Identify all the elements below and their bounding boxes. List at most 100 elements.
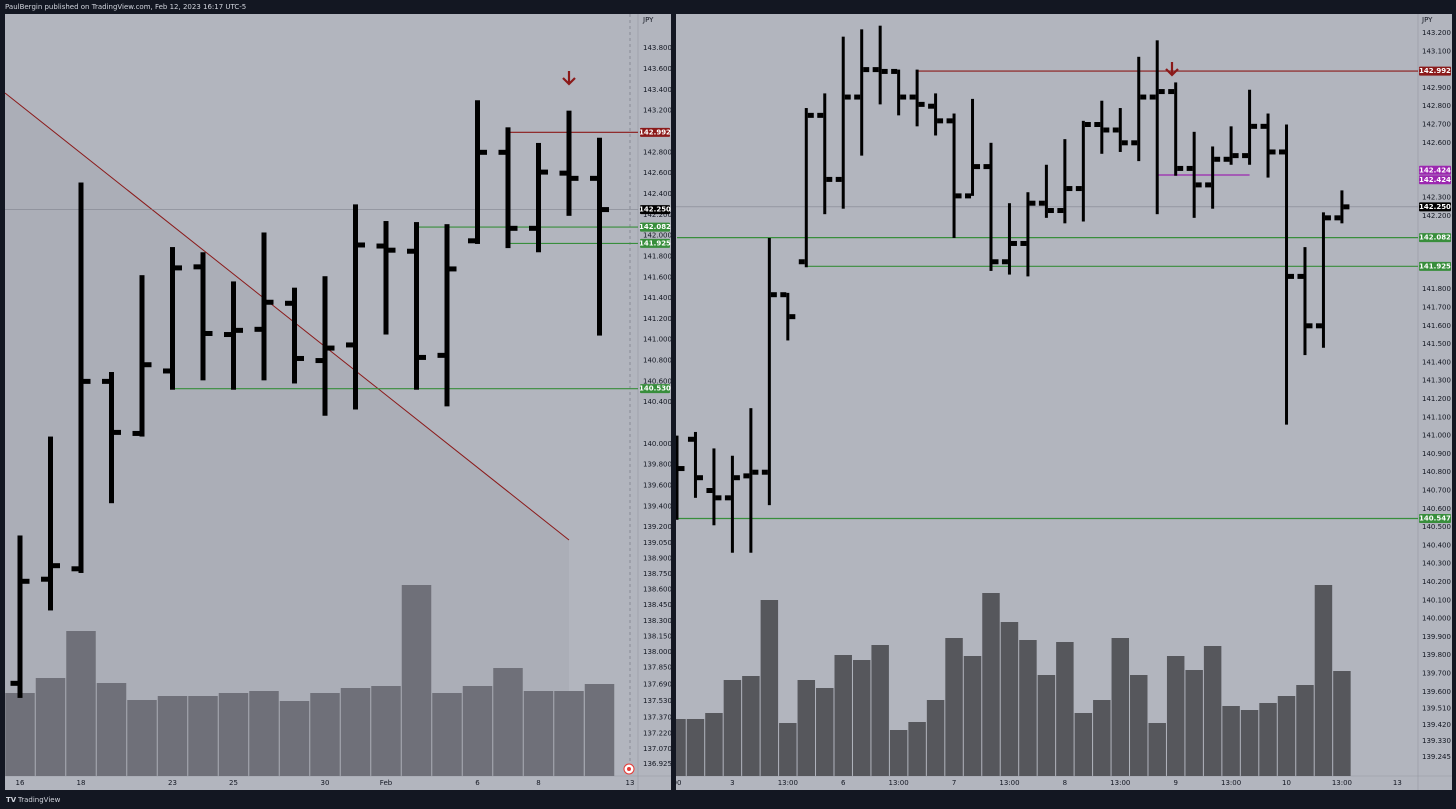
bar-open: [1315, 323, 1322, 329]
bar-range: [139, 275, 145, 437]
y-tick-label: 139.800: [643, 461, 672, 469]
bar-range: [693, 431, 697, 498]
y-tick-label: 143.200: [643, 107, 672, 115]
price-label: 142.992: [639, 128, 671, 136]
bar-close: [1103, 127, 1110, 133]
volume-bar: [871, 645, 889, 776]
y-tick-label: 139.900: [1422, 633, 1451, 641]
bar-range: [536, 142, 541, 253]
bar-close: [992, 259, 999, 265]
volume-bar: [1074, 713, 1093, 776]
bar-range: [1303, 247, 1307, 356]
y-tick-label: 140.800: [1422, 468, 1451, 476]
y-tick-label: 141.800: [1422, 285, 1451, 293]
y-tick-label: 139.600: [643, 482, 672, 490]
y-tick-label: 137.850: [643, 664, 672, 672]
price-label-box: [640, 238, 670, 248]
pane-divider: [671, 14, 676, 790]
bar-close: [175, 265, 182, 271]
bar-close: [1251, 123, 1258, 129]
x-tick-label: 23: [168, 779, 177, 787]
price-label-box: [1419, 175, 1451, 185]
volume-bar: [834, 655, 852, 776]
y-tick-label: 138.600: [643, 586, 672, 594]
y-tick-label: 138.000: [643, 648, 672, 656]
volume-bar: [1019, 640, 1037, 776]
y-tick-label: 139.200: [643, 523, 672, 531]
bar-range: [170, 247, 175, 390]
y-tick-label: 141.400: [1422, 358, 1451, 366]
y-tick-label: 137.220: [643, 729, 672, 737]
bar-close: [1288, 273, 1295, 279]
x-tick-label: 13:00: [889, 779, 909, 787]
y-tick-label: 140.500: [1422, 523, 1451, 531]
bar-open: [965, 193, 972, 199]
bar-open: [468, 238, 475, 244]
y-tick-label: 138.300: [643, 617, 672, 625]
bar-close: [955, 193, 962, 199]
volume-bar: [584, 684, 615, 776]
volume-bar: [1333, 671, 1351, 776]
volume-bar: [310, 693, 340, 776]
bar-open: [854, 94, 861, 100]
x-tick-label: 00: [673, 779, 682, 787]
y-tick-label: 142.300: [1422, 194, 1451, 202]
y-tick-label: 139.510: [1422, 704, 1451, 712]
bar-close: [1324, 215, 1331, 221]
bar-open: [798, 259, 805, 265]
y-tick-label: 141.400: [643, 294, 672, 302]
bar-close: [419, 354, 426, 360]
bar-range: [897, 69, 901, 116]
bar-open: [1205, 182, 1212, 188]
bar-open: [780, 292, 787, 298]
bar-range: [676, 435, 679, 520]
bar-close: [53, 563, 60, 569]
bar-close: [114, 429, 121, 435]
y-tick-label: 137.530: [643, 697, 672, 705]
volume-bar: [816, 688, 834, 776]
publish-info: PaulBergin published on TradingView.com,…: [5, 3, 246, 11]
bar-open: [1242, 153, 1249, 159]
bar-close: [1269, 149, 1276, 155]
bar-close: [449, 266, 457, 272]
volume-bar: [1166, 656, 1185, 776]
bar-open: [10, 680, 18, 686]
volume-bar: [760, 600, 779, 776]
bar-range: [1211, 146, 1215, 209]
bar-range: [989, 142, 993, 271]
bar-close: [327, 345, 335, 351]
y-tick-label: 140.800: [643, 357, 672, 365]
bar-close: [715, 495, 722, 501]
bar-close: [571, 175, 579, 181]
bar-close: [1029, 200, 1036, 206]
bar-close: [602, 207, 609, 213]
bar-range: [1118, 108, 1122, 152]
volume-bar: [1240, 710, 1259, 776]
bar-close: [863, 67, 870, 73]
left-pane: [5, 14, 671, 790]
volume-bar: [218, 693, 249, 776]
plot-area: [676, 25, 1418, 776]
price-label-box: [640, 384, 670, 394]
bar-close: [900, 94, 907, 100]
bar-close: [266, 299, 274, 305]
y-tick-label: 139.600: [1422, 688, 1451, 696]
axis-unit: JPY: [642, 16, 654, 24]
bar-close: [1047, 208, 1054, 214]
bar-open: [498, 149, 506, 155]
bar-range: [1044, 164, 1048, 218]
bar-range: [712, 448, 716, 526]
bar-open: [743, 473, 750, 479]
y-tick-label: 137.070: [643, 745, 672, 753]
bar-open: [909, 94, 916, 100]
price-label-box: [1419, 514, 1451, 524]
bar-range: [444, 224, 450, 407]
y-tick-label: 141.800: [643, 252, 672, 260]
price-label-box: [640, 205, 670, 215]
bar-range: [200, 252, 206, 381]
bar-close: [388, 247, 396, 253]
bar-open: [724, 495, 731, 501]
bar-range: [767, 237, 771, 506]
y-tick-label: 142.800: [643, 148, 672, 156]
x-tick-label: 13:00: [1110, 779, 1130, 787]
